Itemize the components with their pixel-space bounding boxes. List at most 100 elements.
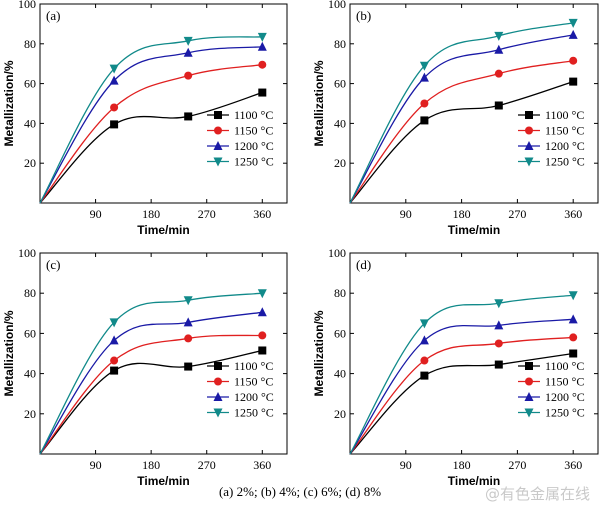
data-point (419, 319, 429, 329)
data-point (419, 335, 429, 345)
series-line (349, 336, 574, 455)
series-line (39, 64, 263, 204)
series-1150 (349, 56, 578, 204)
panel-label: (a) (46, 8, 60, 23)
series-line (39, 36, 263, 204)
y-axis-label: Metallization/% (312, 60, 326, 146)
figure-caption: (a) 2%; (b) 4%; (c) 6%; (d) 8% (218, 484, 382, 499)
y-tick-label: 100 (18, 0, 36, 11)
legend-label: 1250 °C (234, 406, 274, 420)
data-point (568, 29, 578, 39)
x-axis-label: Time/min (137, 474, 189, 488)
y-tick-label: 100 (328, 246, 346, 260)
panel-label: (b) (356, 8, 371, 23)
data-point (569, 77, 578, 86)
series-line (349, 352, 574, 455)
y-tick-label: 100 (328, 0, 346, 11)
series-line (349, 60, 574, 204)
legend-label: 1150 °C (545, 375, 584, 389)
data-point (110, 103, 119, 112)
legend-label: 1250 °C (545, 155, 585, 169)
data-point (419, 61, 429, 71)
series-1100 (39, 346, 267, 455)
chart-panel: 90 180 270 360 20 40 60 80 100 Time/min Metallizat… (312, 0, 599, 237)
legend-marker (213, 141, 223, 150)
x-axis-label: Time/min (448, 474, 500, 488)
data-point (257, 41, 267, 51)
series-line (39, 311, 263, 455)
data-point (258, 60, 267, 69)
x-tick-label: 180 (453, 207, 471, 221)
data-point (257, 32, 267, 42)
legend-marker (525, 377, 533, 386)
legend-marker (524, 408, 534, 418)
data-point (569, 349, 578, 358)
data-point (258, 346, 267, 355)
y-tick-label: 100 (18, 246, 36, 260)
legend-marker (525, 111, 533, 119)
data-point (494, 31, 504, 41)
data-point (494, 44, 504, 54)
data-point (568, 314, 578, 324)
legend-label: 1250 °C (545, 406, 585, 420)
series-1100 (349, 77, 578, 204)
legend-label: 1200 °C (234, 139, 274, 153)
data-point (494, 320, 504, 330)
series-line (39, 334, 263, 455)
data-point (109, 318, 119, 328)
data-point (184, 334, 193, 343)
x-tick-label: 90 (400, 458, 412, 472)
data-point (494, 101, 503, 110)
panel-label: (d) (356, 257, 371, 272)
watermark-text: @有色金属在线 (484, 485, 590, 503)
x-tick-label: 90 (90, 458, 102, 472)
data-point (494, 360, 503, 369)
y-tick-label: 80 (334, 286, 346, 300)
y-axis-label: Metallization/% (2, 60, 16, 146)
y-axis-label: Metallization/% (312, 310, 326, 396)
y-tick-label: 60 (24, 77, 36, 91)
legend-marker (524, 157, 534, 167)
legend-marker (214, 111, 222, 119)
y-tick-label: 20 (334, 407, 346, 421)
data-point (184, 112, 193, 121)
legend-label: 1100 °C (234, 108, 273, 122)
x-tick-label: 180 (142, 207, 160, 221)
data-point (110, 366, 119, 375)
series-1200 (349, 314, 578, 455)
legend-marker (524, 141, 534, 150)
plot-frame (39, 3, 288, 204)
legend-marker (213, 157, 223, 167)
data-point (420, 356, 429, 365)
legend-label: 1150 °C (234, 124, 273, 138)
y-tick-label: 20 (24, 407, 36, 421)
series-line (349, 22, 574, 204)
x-tick-label: 90 (400, 207, 412, 221)
x-tick-label: 270 (508, 458, 526, 472)
data-point (109, 64, 119, 74)
plot-frame (349, 252, 599, 455)
data-point (568, 18, 578, 28)
legend-label: 1100 °C (545, 359, 584, 373)
series-1100 (39, 88, 267, 204)
legend-label: 1150 °C (234, 375, 273, 389)
data-point (184, 362, 193, 371)
data-point (568, 291, 578, 301)
series-line (349, 318, 574, 455)
y-tick-label: 80 (24, 37, 36, 51)
y-tick-label: 40 (334, 116, 346, 130)
series-1200 (349, 29, 578, 204)
series-line (39, 46, 263, 204)
data-point (569, 333, 578, 342)
series-line (349, 34, 574, 204)
y-tick-label: 60 (334, 77, 346, 91)
series-1250 (349, 18, 578, 204)
x-tick-label: 270 (198, 207, 216, 221)
legend-label: 1200 °C (545, 390, 585, 404)
x-tick-label: 270 (508, 207, 526, 221)
y-tick-label: 20 (24, 156, 36, 170)
